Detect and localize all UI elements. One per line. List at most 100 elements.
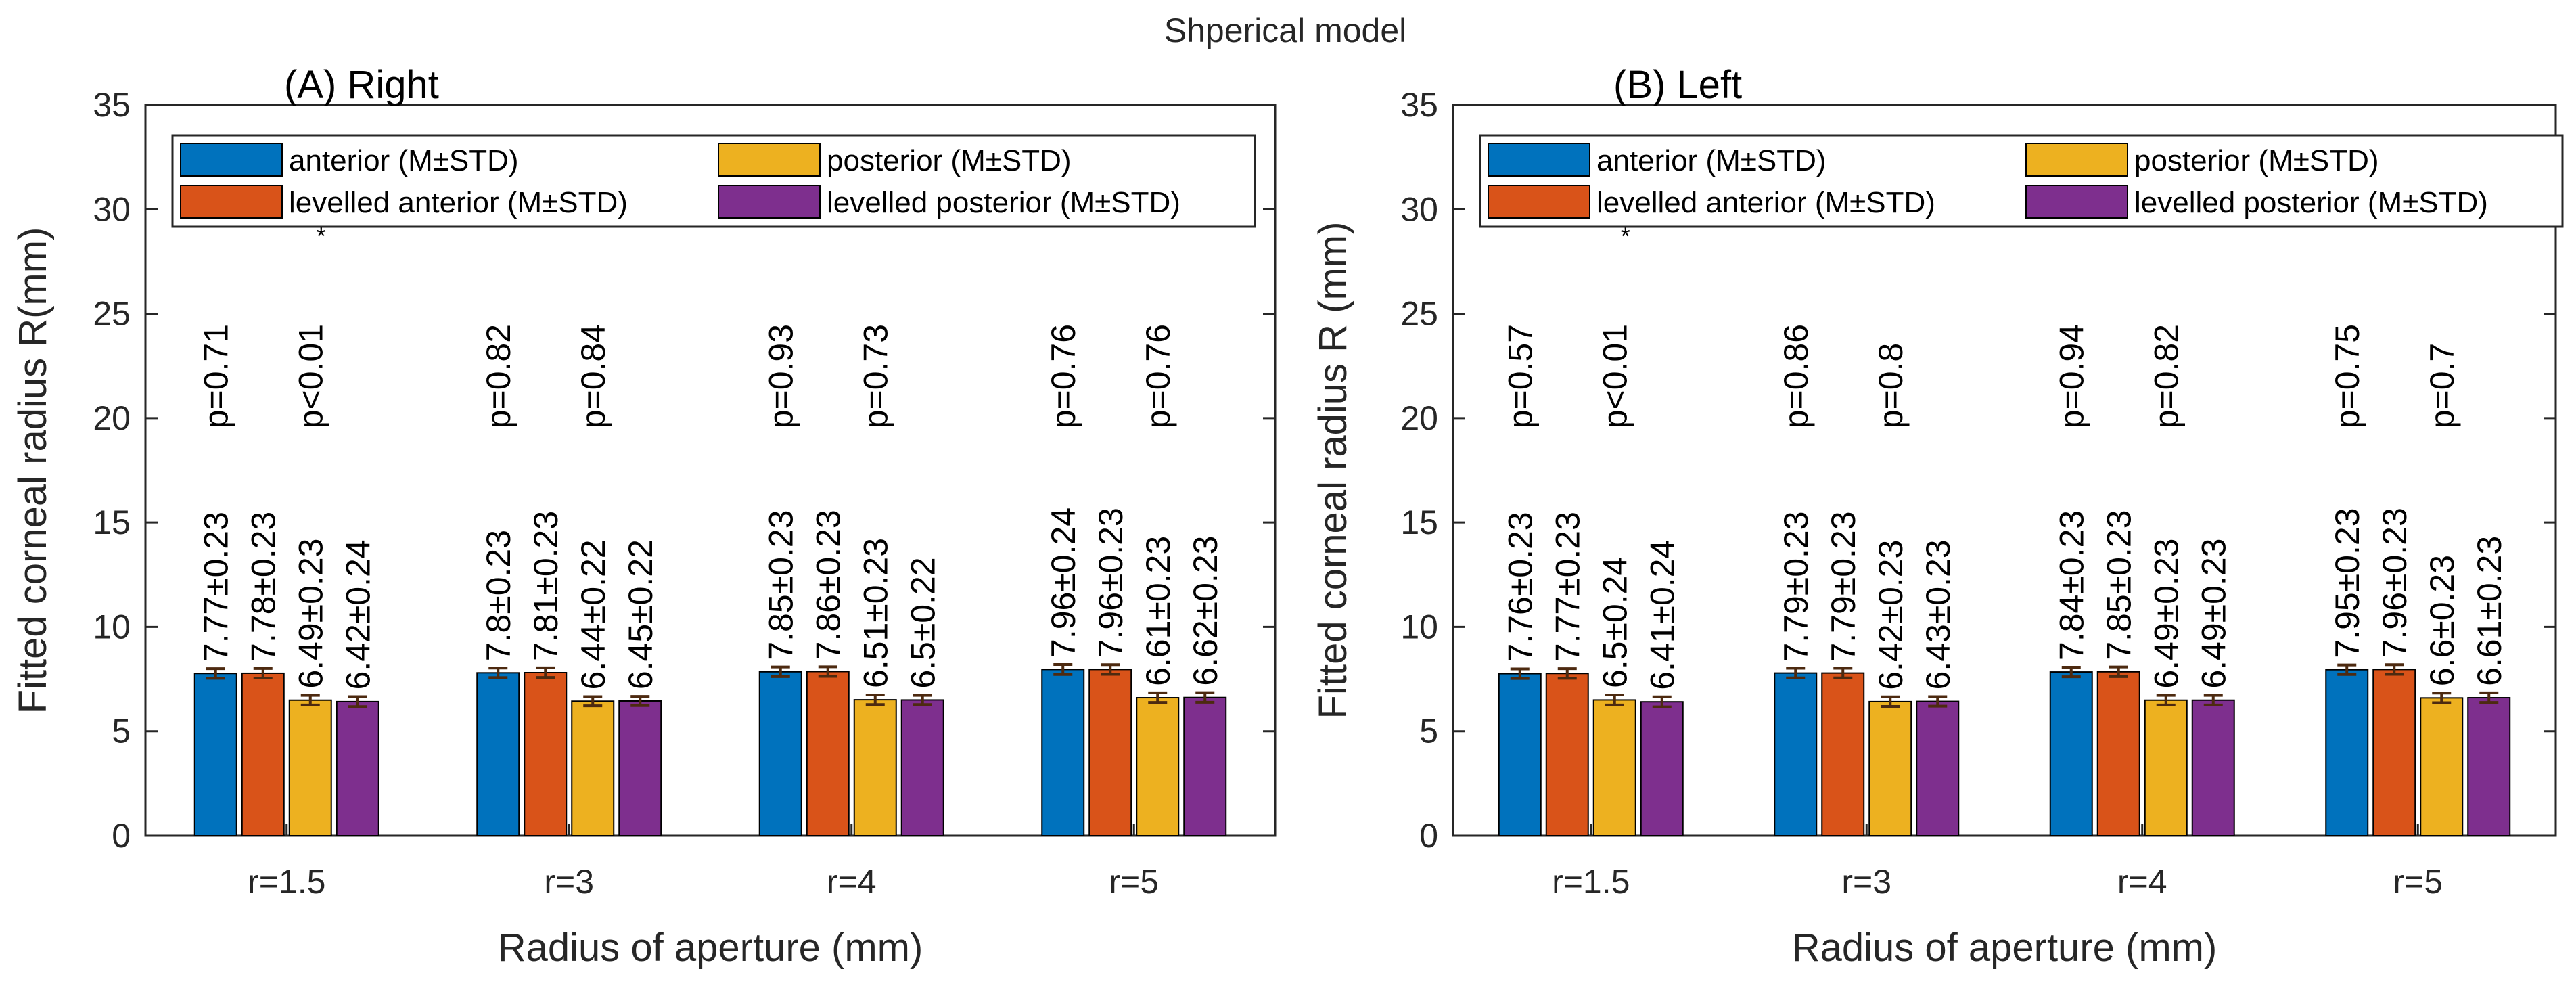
p-value-posterior: p<0.01 xyxy=(1596,324,1634,428)
legend-swatch xyxy=(718,143,821,177)
bar xyxy=(288,699,332,837)
x-tick-label: r=4 xyxy=(2117,863,2167,901)
p-value-posterior: p<0.01 xyxy=(292,324,330,428)
x-tick-label: r=5 xyxy=(2393,863,2443,901)
data-label: 7.79±0.23 xyxy=(1777,511,1815,661)
bar xyxy=(1868,700,1912,836)
data-label: 7.96±0.23 xyxy=(2376,508,2414,658)
legend-swatch xyxy=(2025,143,2128,177)
p-value-anterior: p=0.82 xyxy=(480,324,518,428)
data-label: 7.85±0.23 xyxy=(762,510,800,660)
bar xyxy=(1592,699,1636,837)
bar xyxy=(193,673,237,836)
bar xyxy=(1640,701,1684,836)
data-label: 7.84±0.23 xyxy=(2053,510,2091,660)
legend-label: posterior (M±STD) xyxy=(2134,144,2379,177)
p-value-posterior: p=0.82 xyxy=(2148,324,2186,428)
x-tick-label: r=1.5 xyxy=(1552,863,1630,901)
y-tick-label: 5 xyxy=(1419,713,1438,750)
data-label: 6.6±0.23 xyxy=(2423,555,2461,686)
bar xyxy=(1545,673,1589,836)
p-value-anterior: p=0.71 xyxy=(198,324,235,428)
bar xyxy=(2191,699,2235,837)
data-label: 7.95±0.23 xyxy=(2328,508,2366,658)
legend-swatch xyxy=(718,185,821,219)
data-label: 7.81±0.23 xyxy=(527,511,565,661)
legend-label: posterior (M±STD) xyxy=(827,144,1072,177)
data-label: 6.49±0.23 xyxy=(2195,539,2233,689)
y-tick-label: 20 xyxy=(1400,399,1438,437)
data-label: 7.86±0.23 xyxy=(810,510,848,660)
bar xyxy=(2420,697,2464,837)
x-tick-label: r=3 xyxy=(1841,863,1891,901)
legend-label: anterior (M±STD) xyxy=(1596,144,1826,177)
bar xyxy=(758,671,802,836)
bar xyxy=(2096,671,2140,836)
panel-title: (A) Right xyxy=(284,63,439,107)
x-tick-label: r=1.5 xyxy=(248,863,325,901)
data-label: 6.44±0.22 xyxy=(574,539,612,690)
p-value-anterior: p=0.94 xyxy=(2053,324,2091,428)
p-value-anterior: p=0.57 xyxy=(1502,324,1540,428)
legend-label: levelled anterior (M±STD) xyxy=(289,186,628,219)
x-tick-label: r=5 xyxy=(1109,863,1159,901)
x-tick-label: r=4 xyxy=(827,863,877,901)
x-tick-label: r=3 xyxy=(544,863,594,901)
data-label: 6.43±0.23 xyxy=(1919,539,1957,690)
data-label: 6.5±0.22 xyxy=(904,557,942,688)
bar xyxy=(1821,672,1865,836)
y-tick-label: 5 xyxy=(112,713,131,750)
bar xyxy=(1498,673,1542,837)
bar xyxy=(806,671,850,836)
y-tick-label: 10 xyxy=(93,608,131,646)
y-tick-label: 35 xyxy=(93,86,131,124)
bar xyxy=(2049,671,2093,837)
bar xyxy=(524,672,568,837)
y-tick-label: 15 xyxy=(93,503,131,541)
bar xyxy=(1041,669,1085,836)
data-label: 6.42±0.23 xyxy=(1872,540,1910,690)
x-axis-label: Radius of aperture (mm) xyxy=(498,926,923,970)
y-tick-label: 0 xyxy=(112,817,131,855)
y-tick-label: 10 xyxy=(1400,608,1438,646)
p-value-anterior: p=0.75 xyxy=(2328,324,2366,428)
p-value-posterior: p=0.84 xyxy=(574,324,612,428)
x-axis-label: Radius of aperture (mm) xyxy=(1792,926,2217,970)
bar xyxy=(1916,700,1960,837)
bar xyxy=(2144,699,2188,837)
data-label: 6.51±0.23 xyxy=(857,538,895,688)
data-label: 7.76±0.23 xyxy=(1502,512,1540,662)
bar xyxy=(1136,697,1180,837)
p-value-anterior: p=0.76 xyxy=(1044,324,1082,428)
bar xyxy=(571,700,615,837)
y-tick-label: 35 xyxy=(1400,86,1438,124)
y-tick-label: 0 xyxy=(1419,817,1438,855)
data-label: 6.49±0.23 xyxy=(2148,539,2186,689)
data-label: 7.79±0.23 xyxy=(1824,511,1862,661)
data-label: 7.8±0.23 xyxy=(480,530,518,661)
data-label: 7.77±0.23 xyxy=(1549,512,1587,662)
panel-title: (B) Left xyxy=(1613,63,1742,107)
data-label: 7.78±0.23 xyxy=(245,512,283,662)
bar xyxy=(1183,696,1227,836)
legend-label: anterior (M±STD) xyxy=(289,144,519,177)
bar xyxy=(853,699,897,836)
data-label: 6.42±0.24 xyxy=(340,539,377,690)
legend-swatch xyxy=(180,185,283,219)
y-tick-label: 30 xyxy=(93,190,131,228)
bar xyxy=(476,672,520,836)
y-tick-label: 15 xyxy=(1400,503,1438,541)
panel-right: 0 5 10 15 20 25 30 35 Fitted corneal radius R(mm… xyxy=(11,63,1276,970)
data-label: 6.5±0.24 xyxy=(1596,557,1634,688)
data-label: 7.96±0.23 xyxy=(1092,508,1130,658)
bar xyxy=(900,699,944,837)
p-value-posterior: p=0.73 xyxy=(857,324,895,428)
data-label: 7.85±0.23 xyxy=(2100,510,2138,660)
bar xyxy=(1774,672,1818,836)
data-label: 6.62±0.23 xyxy=(1187,536,1224,686)
data-label: 7.77±0.23 xyxy=(198,512,235,662)
p-value-anterior: p=0.86 xyxy=(1777,324,1815,428)
bar xyxy=(336,700,380,836)
p-value-posterior: p=0.8 xyxy=(1872,343,1910,429)
